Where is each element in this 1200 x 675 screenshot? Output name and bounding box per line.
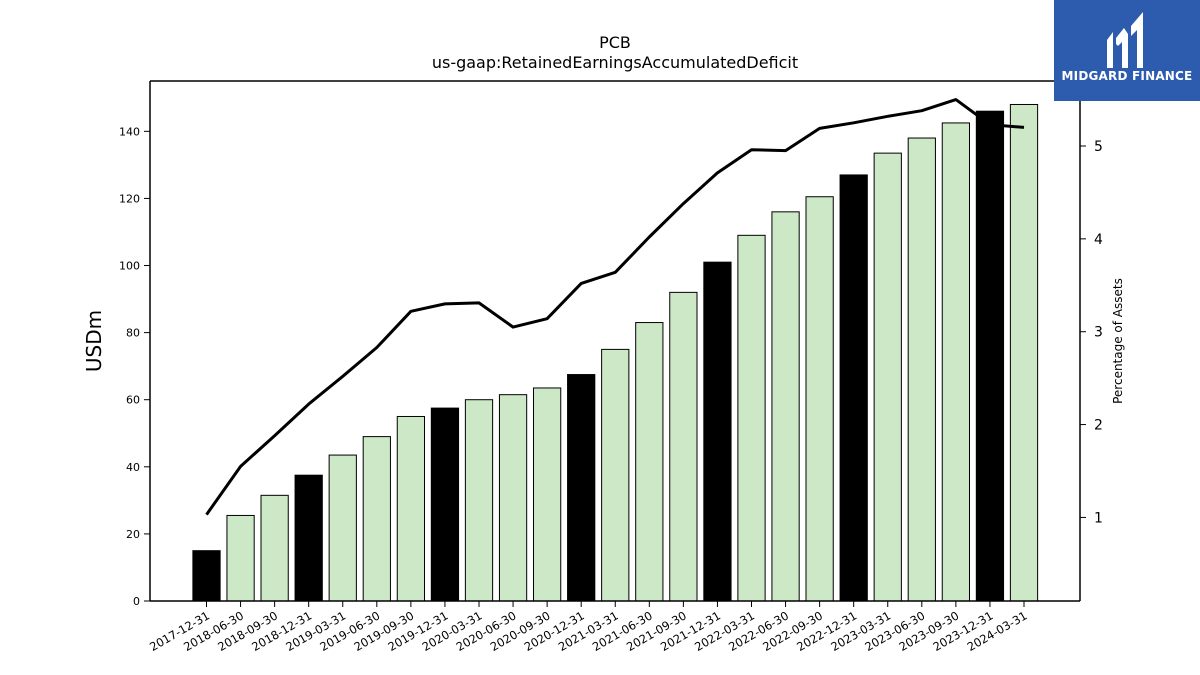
- bar-2023-06-30: [907, 137, 936, 602]
- y2-tick-label-3: 3: [1094, 325, 1103, 341]
- y-tick-label-120: 120: [119, 192, 140, 205]
- bar-2018-09-30: [260, 494, 289, 602]
- bar-2019-12-31: [430, 407, 460, 602]
- bar-2019-06-30: [362, 436, 391, 602]
- logo-text: MIDGARD FINANCE: [1061, 69, 1193, 83]
- y-tick-label-100: 100: [119, 260, 140, 273]
- y2-tick-label-4: 4: [1094, 232, 1103, 248]
- bar-2021-12-31: [703, 261, 732, 602]
- y-tick-label-80: 80: [126, 327, 140, 340]
- chart-title: PCB: [599, 33, 631, 52]
- y2-tick-label-2: 2: [1094, 418, 1103, 434]
- y-tick-label-40: 40: [126, 461, 140, 474]
- bar-2022-09-30: [805, 196, 834, 602]
- bar-2020-03-31: [464, 399, 494, 602]
- bar-2022-12-31: [839, 174, 868, 602]
- bar-2017-12-31: [192, 550, 221, 602]
- bar-2023-03-31: [873, 152, 902, 602]
- y-tick-label-20: 20: [126, 528, 140, 541]
- y-axis-label: USDm: [82, 310, 106, 372]
- y2-tick-label-5: 5: [1094, 139, 1103, 155]
- y2-tick-label-1: 1: [1094, 510, 1103, 526]
- line-group: [205, 98, 1025, 516]
- chart-subtitle: us-gaap:RetainedEarningsAccumulatedDefic…: [432, 53, 798, 72]
- logo-mark-icon: [1107, 12, 1143, 68]
- bars-group: [192, 103, 1039, 602]
- bar-2021-06-30: [635, 322, 664, 602]
- bar-2019-09-30: [396, 415, 425, 602]
- bar-2022-06-30: [771, 211, 800, 602]
- bar-2020-09-30: [533, 387, 562, 602]
- bar-2020-12-31: [567, 374, 596, 602]
- y-tick-label-140: 140: [119, 125, 140, 138]
- y2-axis-label: Percentage of Assets: [1111, 278, 1125, 404]
- bar-2020-06-30: [498, 394, 528, 602]
- bar-2022-03-31: [737, 234, 766, 602]
- bar-2019-03-31: [328, 454, 357, 602]
- midgard-finance-logo: MIDGARD FINANCE: [1054, 0, 1200, 101]
- bar-2018-12-31: [294, 474, 323, 602]
- bar-2023-12-31: [975, 110, 1005, 602]
- bar-2024-03-31: [1009, 103, 1039, 602]
- bar-2021-09-30: [669, 291, 698, 602]
- bar-2021-03-31: [601, 348, 630, 602]
- bar-2018-06-30: [226, 514, 255, 602]
- y-tick-label-0: 0: [133, 595, 140, 608]
- percentage-line: [205, 98, 1025, 516]
- y-tick-label-60: 60: [126, 394, 140, 407]
- bar-2023-09-30: [941, 122, 970, 602]
